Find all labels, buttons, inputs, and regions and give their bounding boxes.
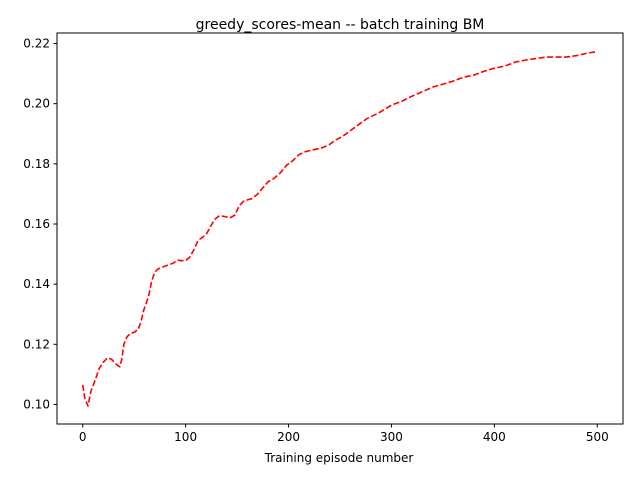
y-tick-label: 0.18 xyxy=(23,157,50,171)
chart-title: greedy_scores-mean -- batch training BM xyxy=(196,17,485,33)
y-tick-label: 0.20 xyxy=(23,97,50,111)
series-line-0 xyxy=(81,51,596,407)
y-axis-ticks: 0.10 0.12 0.14 0.16 0.18 0.20 0.22 xyxy=(23,37,57,411)
series-layer xyxy=(81,51,596,407)
y-tick-label: 0.14 xyxy=(23,277,50,291)
y-tick-label: 0.22 xyxy=(23,37,50,51)
plot-area: 0 100 200 300 400 500 0.10 0.12 0.14 0.16 0.18 0.2… xyxy=(23,32,624,444)
x-tick-label: 300 xyxy=(380,430,403,444)
x-tick-label: 200 xyxy=(277,430,300,444)
y-tick-label: 0.16 xyxy=(23,217,50,231)
y-tick-label: 0.12 xyxy=(23,337,50,351)
x-tick-label: 500 xyxy=(586,430,609,444)
x-axis-label: Training episode number xyxy=(264,451,414,465)
x-tick-label: 400 xyxy=(483,430,506,444)
y-tick-label: 0.10 xyxy=(23,397,50,411)
x-tick-label: 0 xyxy=(79,430,87,444)
x-tick-label: 100 xyxy=(174,430,197,444)
x-axis-ticks: 0 100 200 300 400 500 xyxy=(79,424,609,444)
axes-frame xyxy=(56,32,624,425)
